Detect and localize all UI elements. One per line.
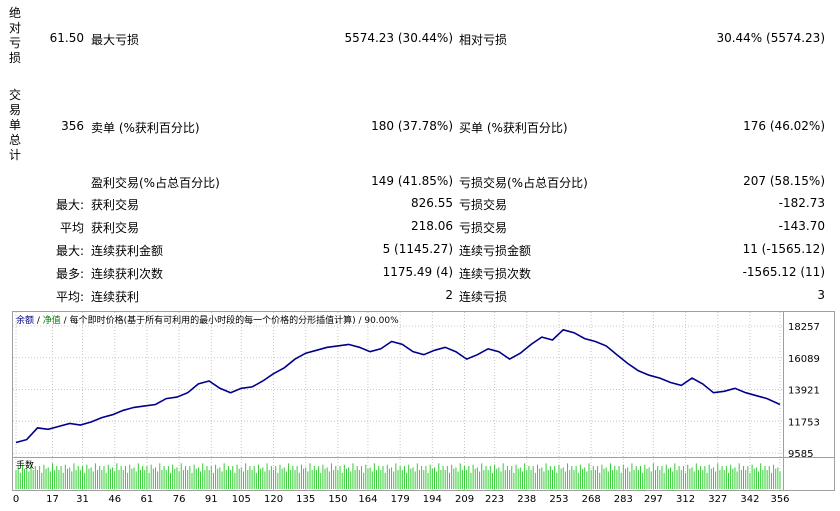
x-tick-label: 17 bbox=[46, 494, 59, 505]
x-tick-label: 356 bbox=[770, 494, 789, 505]
x-tick-label: 135 bbox=[296, 494, 315, 505]
average-profit-value: 218.06 bbox=[411, 219, 453, 233]
relative-drawdown-label: 相对亏损 bbox=[459, 33, 508, 47]
avg-consec-wins-label: 连续获利 bbox=[91, 290, 140, 304]
largest-profit-value: 826.55 bbox=[411, 196, 453, 210]
chart-header: 余额 / 净值 / 每个即时价格(基于所有可利用的最小时段的每一个价格的分形插值… bbox=[16, 314, 399, 326]
x-tick-label: 253 bbox=[549, 494, 568, 505]
x-tick-label: 46 bbox=[108, 494, 121, 505]
x-tick-label: 0 bbox=[13, 494, 19, 505]
legend-separator: / bbox=[34, 316, 43, 326]
max-consec-losses-label: 连续亏损金额 bbox=[459, 244, 532, 258]
trades-group-label: 交易单总计 bbox=[8, 88, 21, 162]
modelling-quality: 90.00% bbox=[364, 316, 399, 326]
absolute-drawdown-value: 61.50 bbox=[49, 31, 84, 45]
max-drawdown-label: 最大亏损 bbox=[91, 33, 140, 47]
volume-label: 手数 bbox=[16, 459, 34, 471]
legend-separator: / bbox=[356, 316, 365, 326]
profit-trades-value: 149 (41.85%) bbox=[371, 174, 453, 188]
average-prefix: 平均 bbox=[59, 221, 84, 235]
max-consec-prefix: 最大: bbox=[55, 244, 84, 258]
max-consec-losses-value: 11 (-1565.12) bbox=[742, 242, 825, 256]
y-tick-label: 18257 bbox=[788, 322, 820, 333]
maximal-consec-profit-value: 1175.49 (4) bbox=[382, 265, 453, 279]
maximal-consec-loss-value: -1565.12 (11) bbox=[742, 265, 825, 279]
largest-loss-label: 亏损交易 bbox=[459, 198, 508, 212]
max-drawdown-value: 5574.23 (30.44%) bbox=[344, 31, 453, 45]
profit-trades-label: 盈利交易(%占总百分比) bbox=[91, 176, 220, 190]
max-consec-wins-value: 5 (1145.27) bbox=[382, 242, 453, 256]
x-tick-label: 105 bbox=[232, 494, 251, 505]
largest-loss-value: -182.73 bbox=[778, 196, 825, 210]
x-tick-label: 61 bbox=[141, 494, 154, 505]
largest-profit-label: 获利交易 bbox=[91, 198, 140, 212]
y-tick-label: 11753 bbox=[788, 417, 820, 428]
average-profit-label: 获利交易 bbox=[91, 221, 140, 235]
x-tick-label: 164 bbox=[358, 494, 377, 505]
legend-separator: / bbox=[61, 316, 70, 326]
balance-series-line bbox=[15, 328, 781, 444]
short-positions-label: 卖单 (%获利百分比) bbox=[91, 121, 200, 135]
long-positions-label: 买单 (%获利百分比) bbox=[459, 121, 568, 135]
loss-trades-label: 亏损交易(%占总百分比) bbox=[459, 176, 588, 190]
total-trades-value: 356 bbox=[61, 119, 84, 133]
x-tick-label: 91 bbox=[205, 494, 218, 505]
modelling-description: 每个即时价格(基于所有可利用的最小时段的每一个价格的分形插值计算) bbox=[70, 314, 356, 326]
relative-drawdown-value: 30.44% (5574.23) bbox=[716, 31, 825, 45]
y-tick-label: 16089 bbox=[788, 354, 820, 365]
x-tick-label: 342 bbox=[740, 494, 759, 505]
average-loss-label: 亏损交易 bbox=[459, 221, 508, 235]
x-tick-label: 312 bbox=[676, 494, 695, 505]
x-tick-label: 150 bbox=[328, 494, 347, 505]
x-tick-label: 238 bbox=[517, 494, 536, 505]
maximal-consec-loss-label: 连续亏损次数 bbox=[459, 267, 532, 281]
loss-trades-value: 207 (58.15%) bbox=[743, 174, 825, 188]
avg-consec-wins-value: 2 bbox=[445, 288, 453, 302]
x-tick-label: 194 bbox=[423, 494, 442, 505]
x-tick-label: 283 bbox=[614, 494, 633, 505]
x-tick-label: 223 bbox=[485, 494, 504, 505]
x-tick-label: 31 bbox=[76, 494, 89, 505]
average-loss-value: -143.70 bbox=[778, 219, 825, 233]
drawdown-group-label: 绝对亏损 bbox=[8, 6, 21, 65]
x-tick-label: 297 bbox=[644, 494, 663, 505]
avg-consec-prefix: 平均: bbox=[55, 290, 84, 304]
long-positions-value: 176 (46.02%) bbox=[743, 119, 825, 133]
y-tick-label: 9585 bbox=[788, 449, 813, 460]
x-tick-label: 209 bbox=[455, 494, 474, 505]
legend-balance: 余额 bbox=[16, 314, 34, 326]
x-tick-label: 179 bbox=[391, 494, 410, 505]
legend-equity: 净值 bbox=[43, 314, 61, 326]
max-consec-wins-label: 连续获利金额 bbox=[91, 244, 164, 258]
maximal-prefix: 最多: bbox=[55, 267, 84, 281]
maximal-consec-profit-label: 连续获利次数 bbox=[91, 267, 164, 281]
x-tick-label: 268 bbox=[582, 494, 601, 505]
largest-prefix: 最大: bbox=[55, 198, 84, 212]
y-tick-label: 13921 bbox=[788, 386, 820, 397]
avg-consec-losses-value: 3 bbox=[817, 288, 825, 302]
x-tick-label: 120 bbox=[264, 494, 283, 505]
x-tick-label: 76 bbox=[173, 494, 186, 505]
x-tick-label: 327 bbox=[708, 494, 727, 505]
short-positions-value: 180 (37.78%) bbox=[371, 119, 453, 133]
avg-consec-losses-label: 连续亏损 bbox=[459, 290, 508, 304]
